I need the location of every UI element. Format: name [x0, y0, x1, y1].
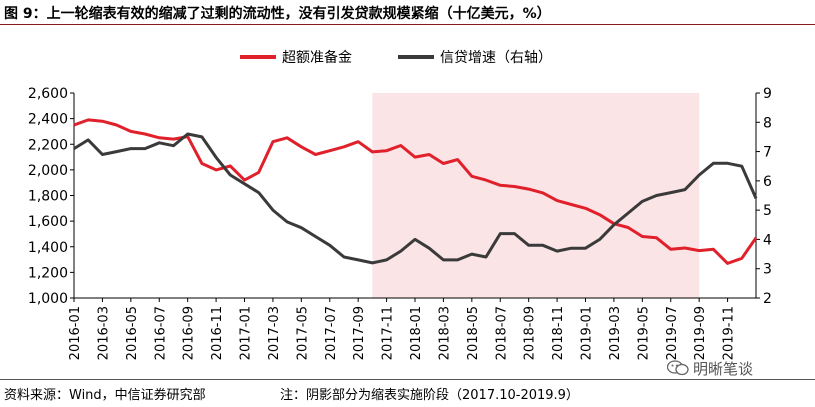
x-tick-label: 2016-07 — [153, 306, 168, 360]
x-tick-label: 2019-11 — [722, 306, 737, 360]
x-tick-label: 2019-07 — [665, 306, 680, 360]
x-tick-label: 2016-05 — [125, 306, 140, 360]
watermark: 明晰笔谈 — [666, 358, 754, 379]
y-left-tick-label: 2,200 — [28, 137, 68, 153]
x-tick-label: 2018-05 — [466, 306, 481, 360]
x-tick-label: 2019-09 — [693, 306, 708, 360]
y-right-tick-label: 6 — [763, 174, 772, 190]
x-tick-label: 2016-01 — [68, 306, 83, 360]
shaded-region — [372, 93, 700, 298]
y-right-tick-label: 5 — [763, 203, 772, 219]
x-tick-label: 2018-09 — [523, 306, 538, 360]
y-right-tick-label: 9 — [763, 86, 772, 102]
y-left-tick-label: 1,600 — [28, 214, 68, 230]
x-tick-label: 2016-09 — [182, 306, 197, 360]
x-tick-label: 2018-03 — [437, 306, 452, 360]
y-left-tick-label: 2,400 — [28, 112, 68, 128]
watermark-label: 明晰笔谈 — [693, 360, 754, 378]
source-divider — [0, 379, 815, 380]
y-left-tick-label: 1,400 — [28, 240, 68, 256]
x-tick-label: 2018-11 — [551, 306, 566, 360]
y-right-tick-label: 4 — [763, 232, 772, 248]
y-left-tick-label: 2,600 — [28, 86, 68, 102]
y-right-tick-label: 3 — [763, 262, 772, 278]
x-tick-label: 2017-01 — [239, 306, 254, 360]
y-left-tick-label: 1,800 — [28, 189, 68, 205]
x-tick-label: 2017-03 — [267, 306, 282, 360]
x-tick-label: 2018-01 — [409, 306, 424, 360]
y-right-tick-label: 8 — [763, 115, 772, 131]
y-right-tick-label: 2 — [763, 291, 772, 307]
wechat-icon — [666, 360, 689, 376]
x-tick-label: 2017-07 — [324, 306, 339, 360]
legend-label-1: 超额准备金 — [282, 49, 352, 66]
x-tick-label: 2016-03 — [96, 306, 111, 360]
x-tick-label: 2019-01 — [580, 306, 595, 360]
x-tick-label: 2017-11 — [381, 306, 396, 360]
x-tick-label: 2017-09 — [352, 306, 367, 360]
x-tick-label: 2016-11 — [210, 306, 225, 360]
x-tick-label: 2018-07 — [494, 306, 509, 360]
y-left-tick-label: 2,000 — [28, 163, 68, 179]
y-left-tick-label: 1,200 — [28, 265, 68, 281]
legend-label-2: 信贷增速（右轴） — [440, 50, 552, 66]
x-tick-label: 2019-03 — [608, 306, 623, 360]
note-text: 注：阴影部分为缩表实施阶段（2017.10-2019.9） — [280, 388, 579, 403]
figure-title: 图 9：上一轮缩表有效的缩减了过剩的流动性，没有引发贷款规模紧缩（十亿美元，%） — [4, 6, 551, 22]
series-line-1 — [73, 118, 758, 265]
line-chart: 1,000 1,200 1,400 1,600 1,800 2,000 2,200 2,400… — [28, 49, 772, 360]
x-tick-label: 2019-05 — [636, 306, 651, 360]
title-divider — [0, 24, 815, 25]
source-text: 资料来源：Wind，中信证券研究部 — [4, 388, 206, 403]
y-right-tick-label: 7 — [763, 145, 772, 161]
y-left-tick-label: 1,000 — [28, 291, 68, 307]
series-line-2 — [73, 132, 758, 265]
x-tick-label: 2017-05 — [295, 306, 310, 360]
